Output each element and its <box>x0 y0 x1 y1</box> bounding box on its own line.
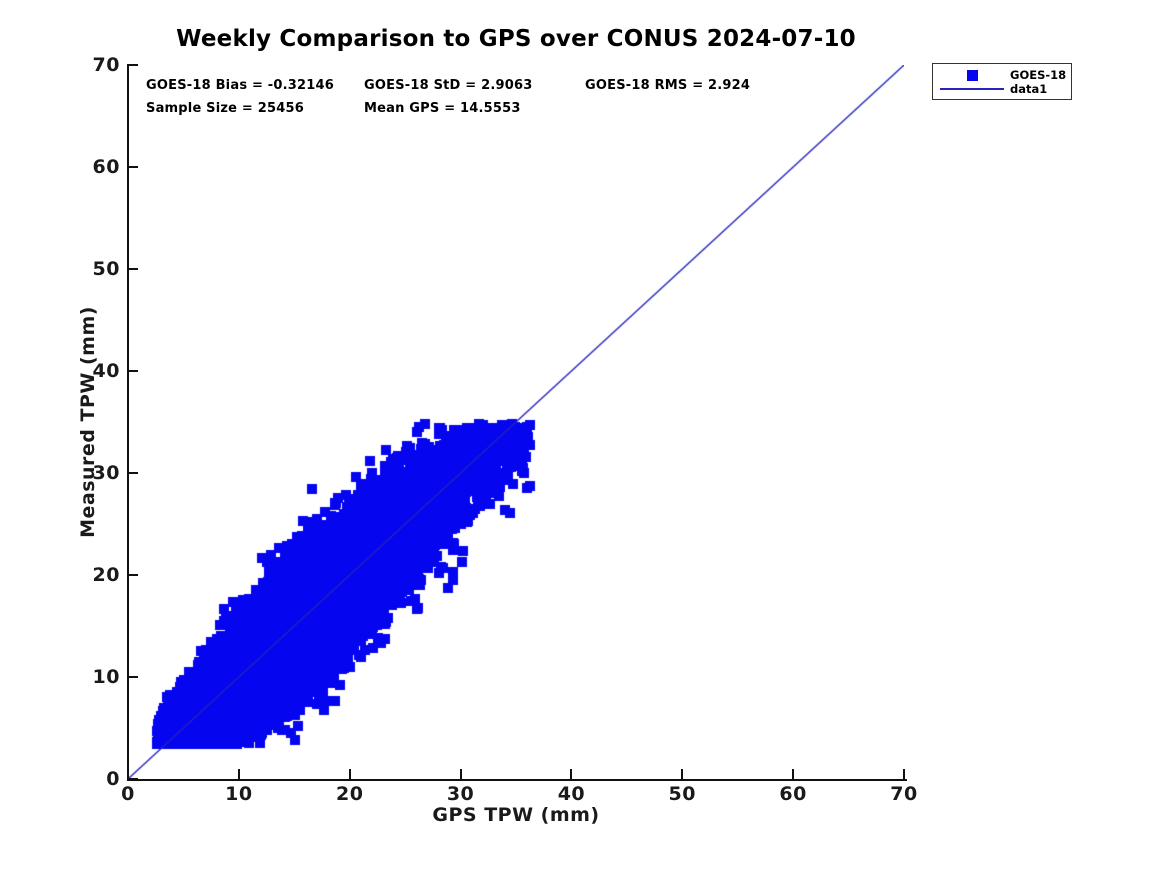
x-tick-mark <box>792 769 795 779</box>
legend-line-sample-icon <box>940 88 1004 90</box>
x-tick-mark <box>903 769 905 779</box>
legend-label-goes18: GOES-18 <box>1010 68 1067 82</box>
y-tick-label: 70 <box>92 54 120 76</box>
x-tick-label: 70 <box>890 783 918 805</box>
x-tick-mark <box>237 769 240 779</box>
y-tick-mark <box>128 166 138 168</box>
x-axis-spine <box>127 779 907 781</box>
legend-label-data1: data1 <box>1010 82 1048 96</box>
y-tick-label: 20 <box>92 564 120 586</box>
scatter-plot-area <box>128 65 904 779</box>
x-tick-label: 20 <box>335 783 364 805</box>
x-tick-mark <box>459 769 462 779</box>
y-tick-mark <box>128 370 138 372</box>
y-axis-spine <box>127 64 129 781</box>
y-tick-label: 0 <box>106 768 120 790</box>
x-tick-mark <box>681 769 684 779</box>
y-tick-label: 60 <box>92 156 120 178</box>
y-tick-mark <box>128 64 138 66</box>
legend: GOES-18 data1 <box>932 63 1072 100</box>
x-tick-mark <box>348 769 351 779</box>
legend-square-marker-icon <box>967 70 978 81</box>
y-tick-label: 50 <box>92 258 120 280</box>
y-axis-label: Measured TPW (mm) <box>77 306 99 538</box>
x-tick-label: 50 <box>668 783 697 805</box>
y-tick-label: 40 <box>92 360 120 382</box>
y-tick-mark <box>128 574 138 576</box>
y-tick-label: 30 <box>92 462 120 484</box>
y-tick-mark <box>128 268 138 270</box>
x-tick-mark <box>127 769 129 779</box>
x-tick-label: 60 <box>779 783 807 805</box>
x-tick-label: 30 <box>446 783 475 805</box>
x-tick-mark <box>570 769 573 779</box>
x-tick-label: 40 <box>557 783 586 805</box>
x-tick-label: 10 <box>225 783 253 805</box>
chart-title: Weekly Comparison to GPS over CONUS 2024… <box>176 26 856 52</box>
y-tick-mark <box>128 778 138 780</box>
y-tick-label: 10 <box>92 666 120 688</box>
x-axis-label: GPS TPW (mm) <box>432 804 600 826</box>
y-tick-mark <box>128 676 138 678</box>
y-tick-mark <box>128 472 138 474</box>
x-tick-label: 0 <box>121 783 135 805</box>
